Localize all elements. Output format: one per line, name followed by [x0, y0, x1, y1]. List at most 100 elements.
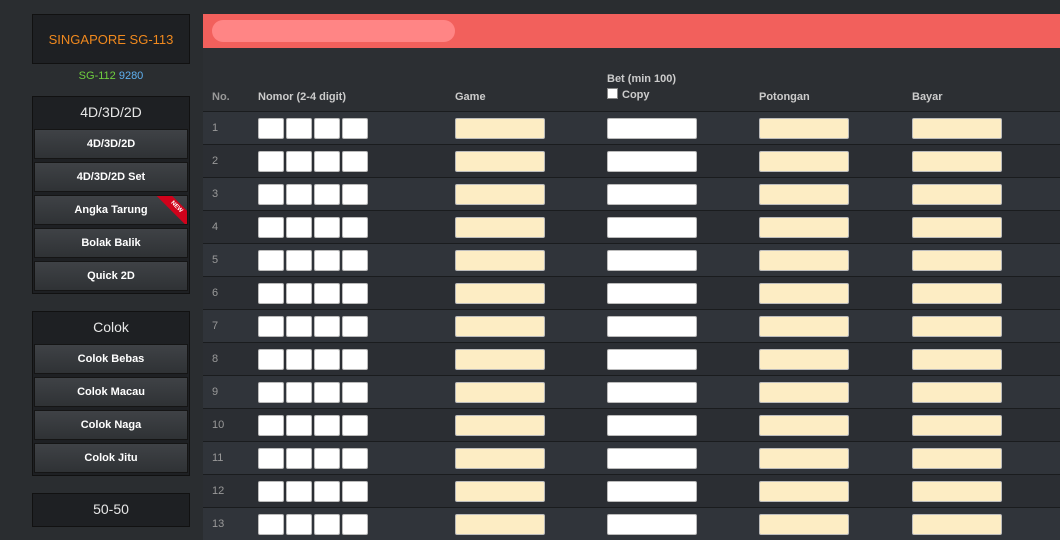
- bet-input[interactable]: [607, 382, 697, 403]
- menu-colok-jitu-button[interactable]: Colok Jitu: [34, 443, 188, 473]
- row-number: 1: [203, 112, 258, 145]
- digit-input[interactable]: [314, 514, 340, 535]
- header-game: Game: [455, 48, 607, 112]
- digit-input[interactable]: [342, 151, 368, 172]
- table-row: 2: [203, 145, 1060, 178]
- potongan-field: [759, 448, 849, 469]
- digit-input[interactable]: [314, 382, 340, 403]
- menu-quick-2d-button[interactable]: Quick 2D: [34, 261, 188, 291]
- bet-input[interactable]: [607, 415, 697, 436]
- menu-bolak-balik-button[interactable]: Bolak Balik: [34, 228, 188, 258]
- bet-input[interactable]: [607, 316, 697, 337]
- digit-input[interactable]: [314, 316, 340, 337]
- digit-input[interactable]: [258, 250, 284, 271]
- digit-input[interactable]: [314, 184, 340, 205]
- digit-input[interactable]: [342, 448, 368, 469]
- game-field: [455, 250, 545, 271]
- potongan-field: [759, 415, 849, 436]
- digit-input[interactable]: [258, 151, 284, 172]
- digit-input[interactable]: [258, 316, 284, 337]
- bet-cell: [607, 112, 759, 145]
- table-row: 1: [203, 112, 1060, 145]
- menu-colok-macau-button[interactable]: Colok Macau: [34, 377, 188, 407]
- menu-4d3d2d-button[interactable]: 4D/3D/2D: [34, 129, 188, 159]
- header-potongan: Potongan: [759, 48, 912, 112]
- digit-input[interactable]: [286, 514, 312, 535]
- digit-input[interactable]: [314, 283, 340, 304]
- digit-input[interactable]: [314, 481, 340, 502]
- digit-input[interactable]: [258, 118, 284, 139]
- digit-input[interactable]: [342, 481, 368, 502]
- digit-input[interactable]: [286, 349, 312, 370]
- nomor-cell: [258, 310, 455, 343]
- digit-input[interactable]: [286, 415, 312, 436]
- digit-input[interactable]: [286, 184, 312, 205]
- bet-cell: [607, 244, 759, 277]
- bet-input[interactable]: [607, 514, 697, 535]
- bet-input[interactable]: [607, 349, 697, 370]
- digit-input[interactable]: [342, 217, 368, 238]
- bayar-field: [912, 514, 1002, 535]
- bet-input[interactable]: [607, 184, 697, 205]
- digit-input[interactable]: [258, 217, 284, 238]
- market-selector[interactable]: SINGAPORE SG-113: [32, 14, 190, 64]
- digit-input[interactable]: [342, 283, 368, 304]
- digit-input[interactable]: [342, 250, 368, 271]
- game-field: [455, 349, 545, 370]
- digit-input[interactable]: [342, 349, 368, 370]
- copy-option[interactable]: Copy: [607, 87, 759, 103]
- bet-input[interactable]: [607, 250, 697, 271]
- bet-input[interactable]: [607, 448, 697, 469]
- bet-input[interactable]: [607, 283, 697, 304]
- header-bayar: Bayar: [912, 48, 1060, 112]
- bayar-field: [912, 382, 1002, 403]
- row-number: 7: [203, 310, 258, 343]
- digit-input[interactable]: [286, 217, 312, 238]
- digit-input[interactable]: [342, 382, 368, 403]
- digit-input[interactable]: [314, 250, 340, 271]
- nomor-cell: [258, 244, 455, 277]
- menu-4d3d2d-set-button[interactable]: 4D/3D/2D Set: [34, 162, 188, 192]
- digit-input[interactable]: [342, 184, 368, 205]
- digit-input[interactable]: [258, 349, 284, 370]
- digit-input[interactable]: [342, 415, 368, 436]
- digit-input[interactable]: [314, 217, 340, 238]
- digit-input[interactable]: [314, 151, 340, 172]
- nomor-cell: [258, 343, 455, 376]
- menu-colok-naga-button[interactable]: Colok Naga: [34, 410, 188, 440]
- digit-input[interactable]: [342, 316, 368, 337]
- digit-input[interactable]: [286, 283, 312, 304]
- digit-input[interactable]: [286, 118, 312, 139]
- digit-input[interactable]: [314, 448, 340, 469]
- digit-input[interactable]: [314, 349, 340, 370]
- header-bar: [203, 14, 1060, 48]
- bet-input[interactable]: [607, 151, 697, 172]
- bayar-field: [912, 349, 1002, 370]
- digit-input[interactable]: [286, 448, 312, 469]
- digit-input[interactable]: [258, 184, 284, 205]
- digit-input[interactable]: [342, 514, 368, 535]
- digit-input[interactable]: [342, 118, 368, 139]
- table-row: 9: [203, 376, 1060, 409]
- digit-input[interactable]: [314, 415, 340, 436]
- bet-input[interactable]: [607, 118, 697, 139]
- bet-input[interactable]: [607, 217, 697, 238]
- digit-input[interactable]: [286, 481, 312, 502]
- digit-input[interactable]: [258, 283, 284, 304]
- digit-input[interactable]: [286, 382, 312, 403]
- bet-input[interactable]: [607, 481, 697, 502]
- digit-input[interactable]: [286, 316, 312, 337]
- digit-input[interactable]: [258, 382, 284, 403]
- digit-input[interactable]: [258, 415, 284, 436]
- copy-checkbox[interactable]: [607, 88, 618, 99]
- digit-input[interactable]: [258, 514, 284, 535]
- digit-input[interactable]: [286, 151, 312, 172]
- digit-input[interactable]: [314, 118, 340, 139]
- previous-result: SG-112 9280: [32, 70, 190, 84]
- digit-input[interactable]: [258, 481, 284, 502]
- digit-input[interactable]: [286, 250, 312, 271]
- digit-input[interactable]: [258, 448, 284, 469]
- menu-colok-bebas-button[interactable]: Colok Bebas: [34, 344, 188, 374]
- bet-cell: [607, 409, 759, 442]
